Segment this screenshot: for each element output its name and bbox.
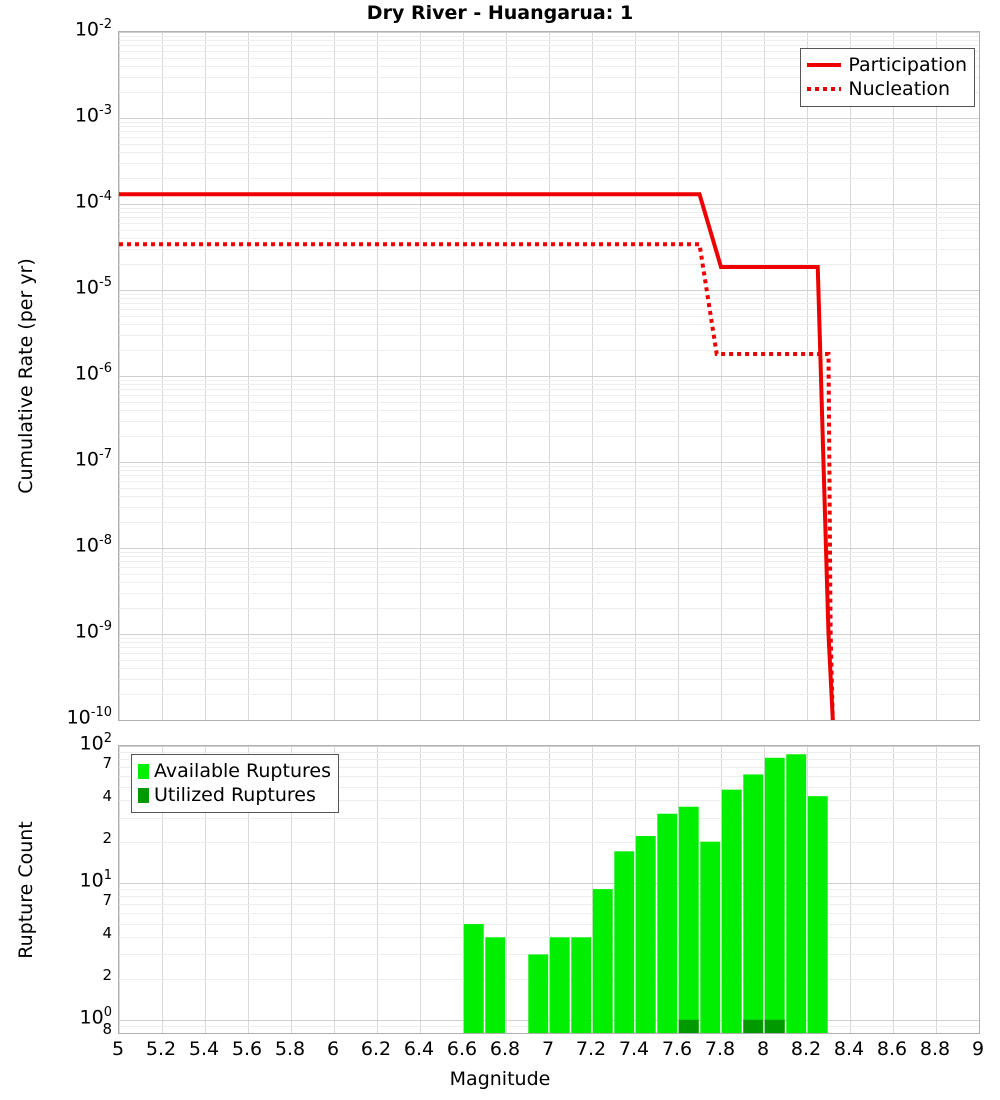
x-tick: 8.8 <box>919 1038 951 1060</box>
available-rupture-bar <box>657 813 678 1033</box>
top-y-tick: 10-6 <box>74 361 112 385</box>
x-tick: 8 <box>756 1038 770 1060</box>
top-y-tick: 10-2 <box>74 17 112 41</box>
available-rupture-bar <box>592 889 613 1033</box>
available-rupture-bar <box>635 836 656 1033</box>
chart-title: Dry River - Huangarua: 1 <box>366 2 634 24</box>
x-tick: 5.8 <box>274 1038 306 1060</box>
x-tick: 5.4 <box>188 1038 220 1060</box>
available-rupture-bar <box>764 757 785 1033</box>
legend-label: Utilized Ruptures <box>154 783 316 806</box>
legend-item-utilized-ruptures: Utilized Ruptures <box>138 783 331 807</box>
rupture-count-plot: Available Ruptures Utilized Ruptures <box>118 745 980 1034</box>
bottom-legend: Available Ruptures Utilized Ruptures <box>131 754 339 813</box>
x-tick: 5.6 <box>231 1038 263 1060</box>
top-y-tick: 10-5 <box>74 275 112 299</box>
x-tick: 7.4 <box>618 1038 650 1060</box>
bottom-y-tick: 102 <box>79 731 112 755</box>
top-y-tick: 10-4 <box>74 189 112 213</box>
color-swatch-icon <box>138 787 149 803</box>
x-tick: 5 <box>111 1038 125 1060</box>
x-tick: 7.6 <box>661 1038 693 1060</box>
top-legend: Participation Nucleation <box>800 48 975 107</box>
top-y-axis-title: Cumulative Rate (per yr) <box>15 258 37 494</box>
top-y-tick: 10-10 <box>66 705 112 729</box>
bottom-y-minor-tick: 8 <box>102 1020 112 1038</box>
series-nucleation <box>119 242 835 720</box>
available-rupture-bar <box>786 754 807 1033</box>
bottom-y-tick: 101 <box>79 867 112 892</box>
x-tick: 7.8 <box>704 1038 736 1060</box>
bottom-gridlines <box>119 746 979 1033</box>
top-y-tick: 10-9 <box>74 619 112 643</box>
available-rupture-bar <box>571 937 592 1033</box>
legend-label: Available Ruptures <box>154 759 331 782</box>
x-tick: 6.8 <box>489 1038 521 1060</box>
bottom-y-tick-labels: 102 101 100 7 4 2 7 4 2 8 <box>0 0 112 1100</box>
x-tick: 8.2 <box>790 1038 822 1060</box>
available-rupture-bar <box>721 789 742 1033</box>
x-tick: 9 <box>971 1038 985 1060</box>
x-tick: 7 <box>541 1038 555 1060</box>
top-data-lines <box>119 32 979 720</box>
legend-item-participation: Participation <box>807 53 967 77</box>
bottom-bars <box>119 746 979 1033</box>
x-tick: 6.6 <box>446 1038 478 1060</box>
top-y-tick: 10-7 <box>74 447 112 471</box>
bottom-y-minor-tick: 4 <box>102 924 112 943</box>
available-rupture-bar <box>614 851 635 1033</box>
legend-label: Participation <box>848 53 967 76</box>
x-tick: 7.2 <box>575 1038 607 1060</box>
color-swatch-icon <box>138 763 149 779</box>
x-tick: 5.2 <box>145 1038 177 1060</box>
top-y-tick: 10-8 <box>74 533 112 557</box>
available-rupture-bar <box>528 954 549 1033</box>
legend-label: Nucleation <box>848 77 951 100</box>
utilized-rupture-bar <box>678 1019 699 1033</box>
x-tick: 6.4 <box>403 1038 435 1060</box>
top-y-tick: 10-3 <box>74 103 112 127</box>
bottom-y-minor-tick: 7 <box>102 754 112 773</box>
top-y-tick-labels: 10-2 10-3 10-4 10-5 10-6 10-7 10-8 10-9 10-10 <box>0 0 112 1100</box>
bottom-y-minor-tick: 2 <box>102 828 112 847</box>
available-rupture-bar <box>700 841 721 1033</box>
available-rupture-bar <box>463 924 484 1033</box>
cumulative-rate-plot: Participation Nucleation <box>118 31 980 721</box>
x-axis-title: Magnitude <box>449 1068 551 1090</box>
bottom-y-axis-title: Rupture Count <box>15 820 37 959</box>
solid-line-icon <box>807 58 842 72</box>
available-rupture-bar <box>485 937 506 1033</box>
series-participation <box>119 192 835 720</box>
bottom-y-minor-tick: 2 <box>102 965 112 984</box>
available-rupture-bar <box>807 796 828 1033</box>
bottom-y-tick: 100 <box>79 1004 112 1029</box>
dotted-line-icon <box>807 82 842 96</box>
bottom-y-minor-tick: 7 <box>102 891 112 910</box>
legend-item-available-ruptures: Available Ruptures <box>138 759 331 783</box>
legend-item-nucleation: Nucleation <box>807 77 967 101</box>
x-tick: 6 <box>326 1038 340 1060</box>
top-gridlines <box>119 32 979 720</box>
available-rupture-bar <box>743 774 764 1033</box>
utilized-rupture-bar <box>743 1019 764 1033</box>
available-rupture-bar <box>549 937 570 1033</box>
x-tick: 8.6 <box>876 1038 908 1060</box>
x-tick: 8.4 <box>833 1038 865 1060</box>
utilized-rupture-bar <box>764 1019 785 1033</box>
available-rupture-bar <box>678 806 699 1033</box>
bottom-y-minor-tick: 4 <box>102 787 112 806</box>
x-tick: 6.2 <box>360 1038 392 1060</box>
